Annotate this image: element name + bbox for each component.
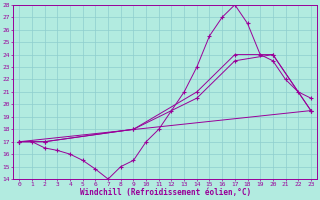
- X-axis label: Windchill (Refroidissement éolien,°C): Windchill (Refroidissement éolien,°C): [80, 188, 251, 197]
